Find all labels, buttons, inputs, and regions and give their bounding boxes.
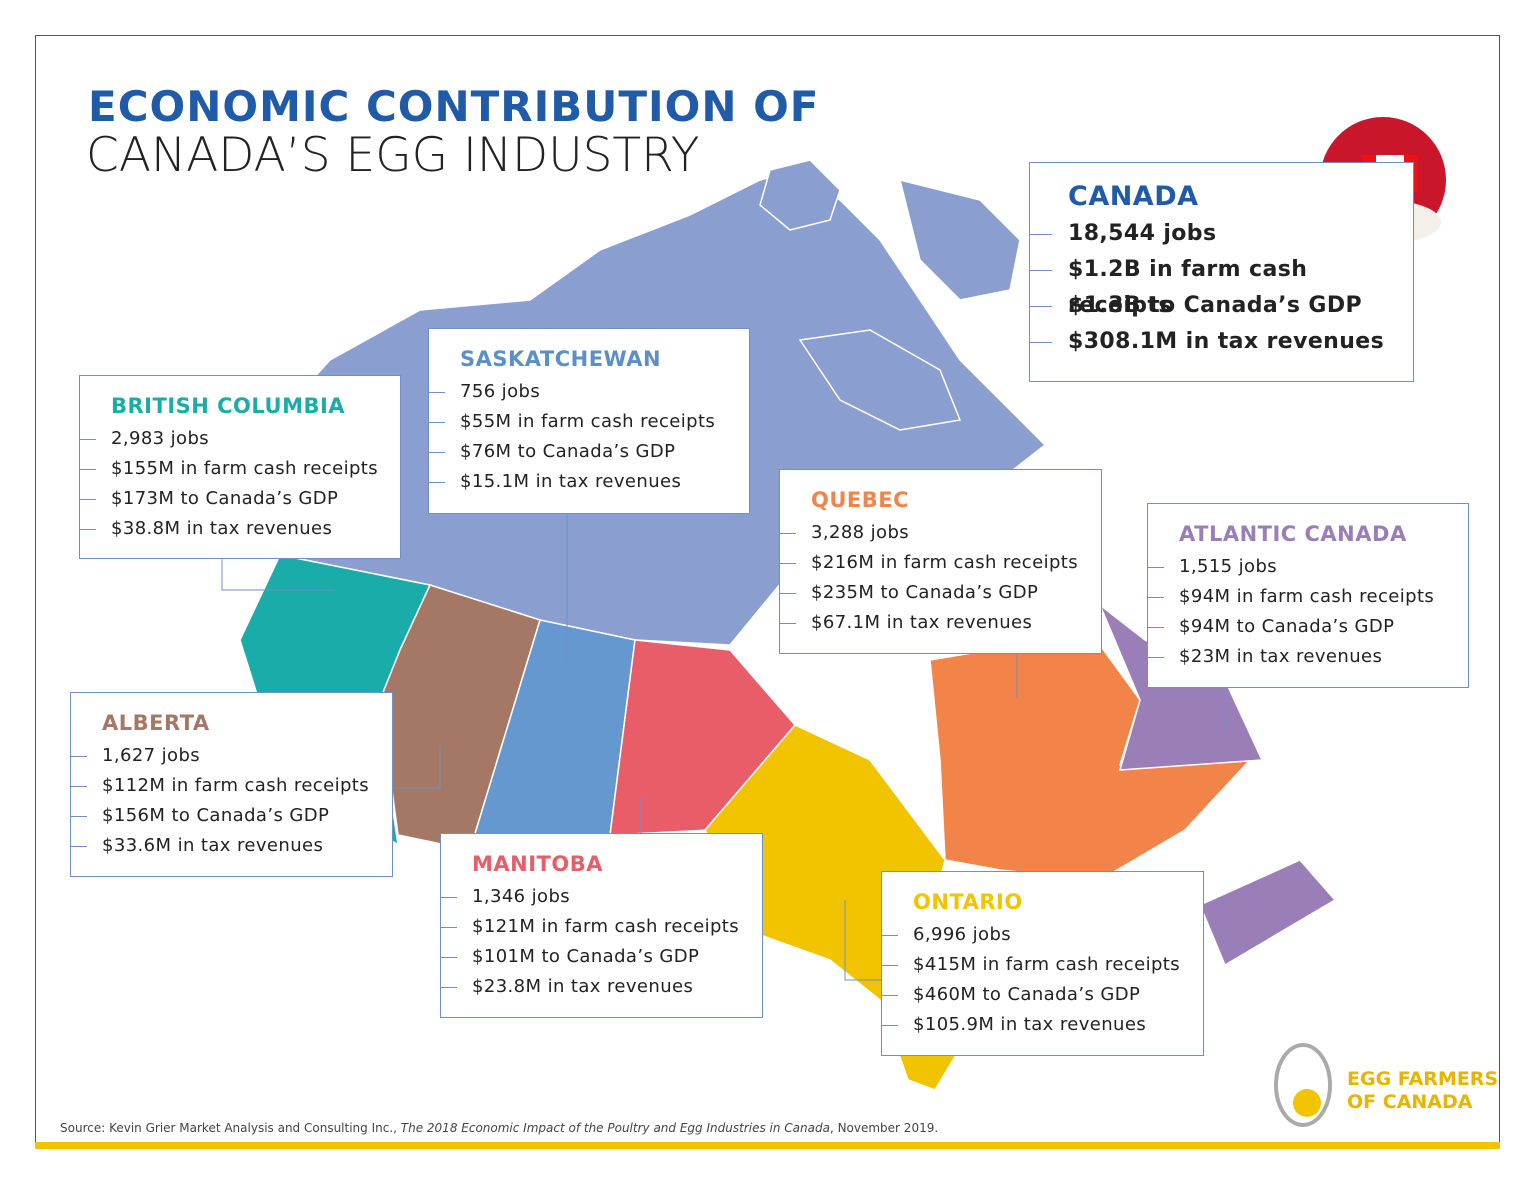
region-box: SASKATCHEWAN 756 jobs $55M in farm cash re… (428, 328, 750, 514)
stat-line: $101M to Canada’s GDP (441, 942, 762, 972)
stat-line: $112M in farm cash receipts (71, 771, 392, 801)
stat-line: $173M to Canada’s GDP (80, 484, 400, 514)
region-name: ALBERTA (102, 711, 210, 735)
arctic-island (759, 159, 841, 231)
logo-text: OF CANADA (1347, 1091, 1473, 1113)
region-box: QUEBEC 3,288 jobs $216M in farm cash recei… (779, 469, 1102, 654)
stat-line: 3,288 jobs (780, 518, 1101, 548)
connector (844, 900, 881, 981)
logo-leaf (1293, 1089, 1321, 1117)
stat-line: $23M in tax revenues (1148, 642, 1468, 672)
arctic-island (798, 329, 962, 431)
connector (221, 558, 335, 591)
logo: EGG FARMERS OF CANADA (1347, 1068, 1498, 1114)
stat-line: $67.1M in tax revenues (780, 608, 1101, 638)
region-name: MANITOBA (472, 852, 603, 876)
region-name: BRITISH COLUMBIA (111, 394, 346, 418)
region-name: ONTARIO (913, 890, 1023, 914)
stat-line: $121M in farm cash receipts (441, 912, 762, 942)
source-text: Source: Kevin Grier Market Analysis and … (60, 1121, 401, 1135)
region-box: BRITISH COLUMBIA 2,983 jobs $155M in farm … (79, 375, 401, 559)
stat-line: 6,996 jobs (882, 920, 1203, 950)
stat-line: $76M to Canada’s GDP (429, 437, 749, 467)
region-name: CANADA (1068, 181, 1199, 212)
region-name: SASKATCHEWAN (460, 347, 662, 371)
stat-line: $105.9M in tax revenues (882, 1010, 1203, 1040)
stat-line: $1.3B to Canada’s GDP (1030, 288, 1413, 324)
source-title: The 2018 Economic Impact of the Poultry … (400, 1121, 830, 1135)
stat-line: 2,983 jobs (80, 424, 400, 454)
stat-line: $94M in farm cash receipts (1148, 582, 1468, 612)
stat-line: $33.6M in tax revenues (71, 831, 392, 861)
region-box: ALBERTA 1,627 jobs $112M in farm cash rece… (70, 692, 393, 877)
stat-line: $460M to Canada’s GDP (882, 980, 1203, 1010)
stat-line: 1,515 jobs (1148, 552, 1468, 582)
arctic-island (898, 178, 1021, 301)
bottom-bar (35, 1142, 1500, 1149)
atlantic-canada (1199, 859, 1337, 967)
region-box: MANITOBA 1,346 jobs $121M in farm cash rec… (440, 833, 763, 1018)
logo-egg (1274, 1043, 1332, 1127)
stat-line: $1.2B in farm cash receipts (1030, 252, 1413, 318)
stat-line: $155M in farm cash receipts (80, 454, 400, 484)
stat-line: $156M to Canada’s GDP (71, 801, 392, 831)
stat-line: 756 jobs (429, 377, 749, 407)
stat-line: $235M to Canada’s GDP (780, 578, 1101, 608)
stat-line: $23.8M in tax revenues (441, 972, 762, 1002)
stat-line: $216M in farm cash receipts (780, 548, 1101, 578)
stat-line: $308.1M in tax revenues (1030, 324, 1413, 360)
region-box: ONTARIO 6,996 jobs $415M in farm cash rece… (881, 871, 1204, 1056)
stat-line: $38.8M in tax revenues (80, 514, 400, 544)
region-name: QUEBEC (811, 488, 910, 512)
connector (392, 745, 441, 789)
stat-line: $415M in farm cash receipts (882, 950, 1203, 980)
stat-line: 18,544 jobs (1030, 216, 1413, 252)
region-name: ATLANTIC CANADA (1179, 522, 1407, 546)
canada-box: CANADA 18,544 jobs $1.2B in farm cash rece… (1029, 162, 1414, 382)
stat-line: 1,346 jobs (441, 882, 762, 912)
stat-line: $15.1M in tax revenues (429, 467, 749, 497)
source: Source: Kevin Grier Market Analysis and … (60, 1121, 938, 1135)
logo-text: EGG FARMERS (1347, 1068, 1499, 1090)
source-text: , November 2019. (829, 1121, 939, 1135)
stat-line: $55M in farm cash receipts (429, 407, 749, 437)
title: ECONOMIC CONTRIBUTION OF (88, 82, 820, 131)
stat-line: 1,627 jobs (71, 741, 392, 771)
region-box: ATLANTIC CANADA 1,515 jobs $94M in farm ca… (1147, 503, 1469, 688)
title: CANADA’S EGG INDUSTRY (86, 128, 700, 183)
stat-line: $94M to Canada’s GDP (1148, 612, 1468, 642)
